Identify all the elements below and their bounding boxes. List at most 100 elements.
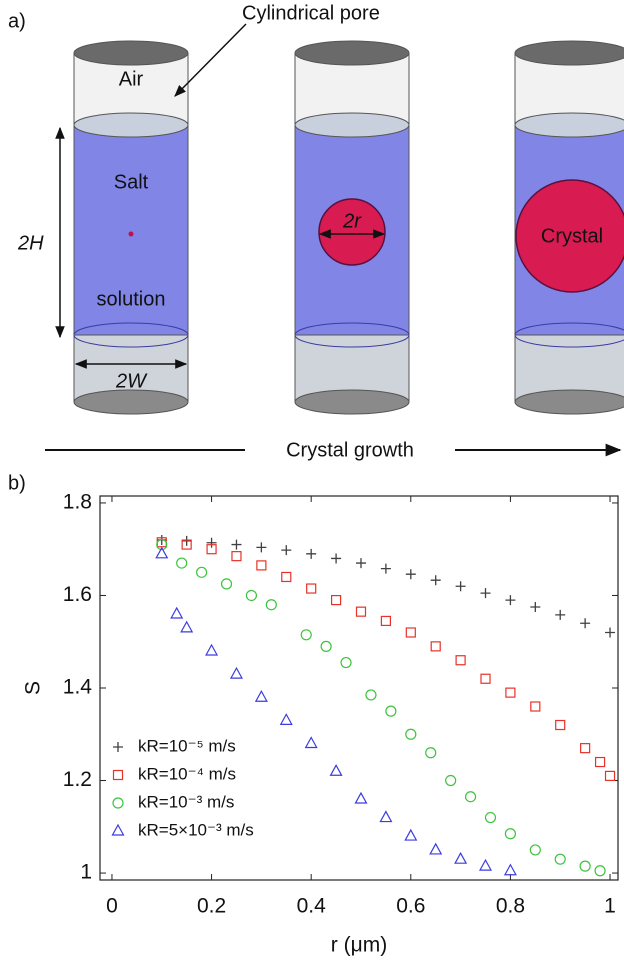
pore-top — [73, 40, 189, 66]
data-point — [405, 569, 416, 580]
pore-top — [514, 40, 624, 66]
pore-bottom — [73, 389, 189, 415]
data-point — [220, 578, 233, 590]
data-point — [256, 542, 267, 553]
data-point — [405, 728, 417, 740]
data-point — [245, 589, 258, 602]
data-point — [281, 545, 292, 556]
nucleus — [128, 231, 134, 237]
solution-top — [73, 112, 189, 138]
data-point — [505, 595, 516, 606]
data-point — [604, 770, 616, 782]
data-point — [454, 851, 468, 864]
data-point — [580, 743, 591, 754]
data-point — [320, 640, 332, 652]
legend-label: kR=10⁻⁵ m/s — [138, 736, 236, 755]
panel-label: b) — [8, 472, 26, 494]
data-point — [355, 558, 366, 569]
data-point — [330, 594, 342, 606]
data-point — [231, 551, 242, 562]
data-point — [555, 719, 566, 731]
data-point — [594, 865, 606, 877]
data-point — [231, 539, 242, 550]
data-point — [430, 575, 441, 586]
data-point — [555, 609, 566, 620]
solution-bottom — [73, 322, 189, 348]
data-point — [594, 756, 606, 768]
data-point — [281, 571, 292, 583]
x-tick-label: 0.8 — [496, 895, 525, 918]
data-point — [385, 705, 397, 717]
data-point — [430, 641, 441, 652]
legend-marker — [112, 769, 124, 781]
data-point — [429, 842, 443, 855]
data-point — [206, 544, 217, 555]
panel-label: a) — [8, 10, 26, 32]
data-point — [505, 687, 516, 698]
data-point — [365, 689, 377, 701]
solution-bottom — [514, 322, 624, 348]
pore-label: Cylindrical pore — [242, 2, 380, 24]
data-point — [445, 774, 457, 787]
data-point — [176, 557, 188, 569]
data-point — [580, 618, 591, 629]
pore-top — [294, 40, 410, 66]
data-point — [355, 606, 367, 617]
salt-label: Salt — [114, 171, 149, 193]
data-point — [380, 563, 391, 574]
data-point — [254, 690, 268, 702]
data-point — [464, 791, 477, 803]
legend-label: kR=5×10⁻³ m/s — [138, 820, 254, 839]
legend-marker — [113, 742, 123, 752]
crystal — [515, 179, 624, 293]
data-point — [206, 537, 217, 548]
x-tick-label: 0 — [106, 895, 118, 918]
data-point — [331, 553, 342, 564]
data-point — [256, 560, 267, 571]
data-point — [340, 656, 352, 669]
data-point — [180, 620, 194, 633]
legend-label: kR=10⁻⁴ m/s — [138, 764, 236, 783]
solution-top — [294, 112, 410, 138]
data-point — [205, 643, 219, 656]
data-point — [354, 791, 368, 804]
data-point — [478, 858, 493, 871]
data-point — [380, 615, 391, 627]
width-label: 2W — [115, 370, 148, 392]
data-point — [605, 627, 616, 638]
data-point — [181, 535, 192, 546]
crystal-label: Crystal — [541, 225, 603, 247]
pore-arrow — [174, 23, 247, 97]
y-axis-label: S — [22, 681, 45, 695]
plot: 0 0.2 0.4 0.6 0.8 1 1 1.2 1.4 1.6 1.8 r (μm) SkR=10⁻… — [22, 490, 619, 957]
data-point — [404, 828, 418, 841]
pore-bottom — [514, 389, 624, 415]
legend-marker — [111, 823, 125, 836]
x-tick-label: 0.6 — [396, 895, 425, 918]
y-tick-label: 1 — [80, 861, 92, 884]
data-point — [379, 810, 393, 823]
data-point — [155, 546, 169, 559]
y-tick-label: 1.2 — [63, 768, 92, 791]
x-tick-label: 1 — [604, 895, 616, 918]
y-tick-label: 1.8 — [63, 490, 92, 513]
data-point — [480, 588, 491, 599]
data-point — [455, 655, 466, 666]
legend-marker — [112, 797, 124, 809]
y-tick-label: 1.4 — [63, 676, 93, 699]
air-label: Air — [119, 68, 144, 90]
x-axis-label: r (μm) — [331, 934, 387, 957]
data-point — [306, 548, 317, 559]
data-point — [196, 566, 208, 578]
data-point — [480, 673, 491, 684]
solution-label: solution — [97, 288, 166, 310]
x-tick-label: 0.4 — [297, 895, 327, 918]
data-point — [170, 606, 184, 619]
data-point — [265, 599, 277, 611]
pore-bottom — [294, 389, 410, 415]
y-tick-label: 1.6 — [63, 583, 92, 606]
data-point — [529, 844, 541, 856]
data-point — [503, 863, 517, 876]
height-label: 2H — [17, 232, 44, 254]
